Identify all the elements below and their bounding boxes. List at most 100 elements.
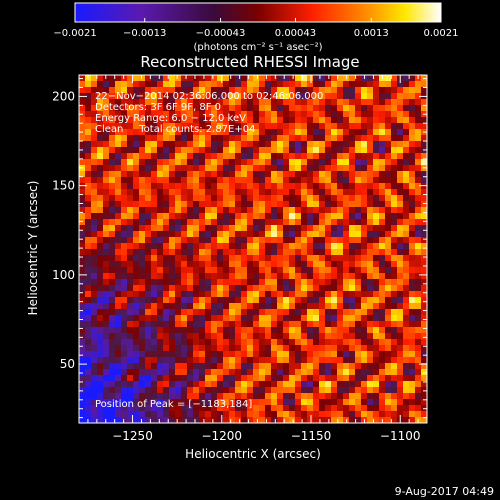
heatmap-cell [223,141,230,148]
heatmap-cell [361,291,368,298]
heatmap-cell [391,105,398,112]
heatmap-cell [265,171,272,178]
heatmap-cell [151,111,158,118]
heatmap-cell [349,129,356,136]
heatmap-cell [307,357,314,364]
heatmap-cell [337,87,344,94]
heatmap-cell [337,363,344,370]
heatmap-cell [229,375,236,382]
heatmap-cell [85,177,92,184]
heatmap-cell [103,375,110,382]
heatmap-cell [91,219,98,226]
heatmap-cell [163,237,170,244]
heatmap-cell [241,399,248,406]
heatmap-cell [193,123,200,130]
heatmap-cell [181,393,188,400]
heatmap-cell [241,249,248,256]
heatmap-cell [97,369,104,376]
heatmap-cell [367,327,374,334]
heatmap-cell [199,147,206,154]
heatmap-cell [205,129,212,136]
heatmap-cell [343,153,350,160]
heatmap-cell [247,279,254,286]
colorbar: −0.0021 −0.0013 −0.00043 0.00043 0.0013 0.002… [53,2,459,53]
heatmap-cell [91,135,98,142]
heatmap-cell [187,297,194,304]
heatmap-cell [175,291,182,298]
heatmap-cell [163,351,170,358]
heatmap-cell [343,273,350,280]
heatmap-cell [271,267,278,274]
heatmap-cell [109,267,116,274]
heatmap-cell [91,417,98,423]
heatmap-cell [325,219,332,226]
heatmap-cell [409,327,416,334]
heatmap-cell [115,405,122,412]
heatmap-cell [283,207,290,214]
heatmap-cell [157,117,164,124]
heatmap-cell [319,201,326,208]
heatmap-cell [241,369,248,376]
heatmap-cell [223,357,230,364]
heatmap-cell [109,297,116,304]
heatmap-cell [223,105,230,112]
heatmap-cell [361,363,368,370]
heatmap-cell [97,405,104,412]
heatmap-cell [385,255,392,262]
heatmap-cell [133,111,140,118]
heatmap-cell [409,123,416,130]
heatmap-cell [367,195,374,202]
heatmap-cell [247,261,254,268]
heatmap-cell [157,369,164,376]
heatmap-cell [301,261,308,268]
heatmap-cell [415,111,422,118]
heatmap-cell [205,375,212,382]
heatmap-cell [181,387,188,394]
heatmap-cell [301,105,308,112]
heatmap-cell [277,117,284,124]
heatmap-cell [241,405,248,412]
heatmap-cell [205,159,212,166]
heatmap-cell [331,183,338,190]
heatmap-cell [157,249,164,256]
heatmap-cell [265,225,272,232]
heatmap-cell [331,387,338,394]
heatmap-cell [151,141,158,148]
heatmap-cell [79,159,86,166]
heatmap-cell [331,129,338,136]
heatmap-cell [169,285,176,292]
heatmap-cell [295,315,302,322]
heatmap-cell [379,249,386,256]
heatmap-cell [133,177,140,184]
heatmap-cell [271,87,278,94]
heatmap-cell [241,117,248,124]
heatmap-cell [343,345,350,352]
heatmap-cell [115,273,122,280]
heatmap-cell [145,195,152,202]
heatmap-cell [199,375,206,382]
heatmap-cell [121,285,128,292]
heatmap-cell [253,99,260,106]
heatmap-cell [127,273,134,280]
heatmap-cell [349,189,356,196]
heatmap-cell [415,381,422,388]
heatmap-cell [91,159,98,166]
heatmap-cell [289,111,296,118]
heatmap-cell [415,129,422,136]
heatmap-cell [181,351,188,358]
heatmap-cell [241,213,248,220]
heatmap-cell [145,105,152,112]
heatmap-cell [151,117,158,124]
heatmap-cell [367,387,374,394]
heatmap-cell [85,171,92,178]
heatmap-cell [91,201,98,208]
heatmap-cell [115,249,122,256]
heatmap-cell [355,159,362,166]
heatmap-cell [157,81,164,88]
heatmap-cell [91,369,98,376]
heatmap-cell [367,231,374,238]
heatmap-cell [211,177,218,184]
heatmap-cell [235,261,242,268]
heatmap-cell [259,153,266,160]
heatmap-cell [277,369,284,376]
